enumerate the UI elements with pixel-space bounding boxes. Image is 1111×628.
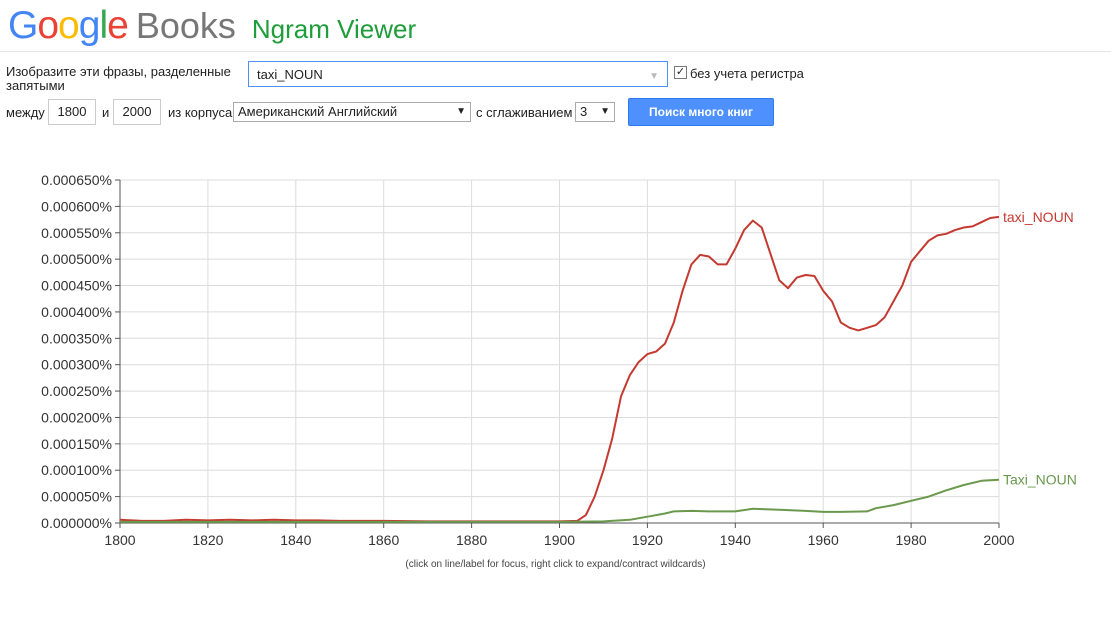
logo-letter: g <box>78 4 101 47</box>
x-tick-label: 1920 <box>632 532 663 548</box>
logo-letter: o <box>37 4 59 47</box>
y-tick-label: 0.000150% <box>41 436 112 452</box>
x-tick-label: 1840 <box>280 532 311 548</box>
y-tick-label: 0.000000% <box>41 515 112 531</box>
series-label[interactable]: Taxi_NOUN <box>1003 472 1077 488</box>
case-insensitive-checkbox[interactable]: ✓ <box>674 66 687 79</box>
smoothing-label: с сглаживанием <box>476 105 573 120</box>
ngram-chart[interactable]: 0.000000% 0.000050% 0.000100% 0.000150% 0.00… <box>0 160 1111 560</box>
year-start-input[interactable]: 1800 <box>48 99 96 125</box>
corpus-select[interactable]: Американский Английский ▼ <box>233 102 471 122</box>
app-title: Ngram Viewer <box>251 14 417 44</box>
x-tick-label: 1820 <box>192 532 223 548</box>
logo-letter: G <box>8 4 38 47</box>
smoothing-select-value: 3 <box>580 104 588 119</box>
chart-hint: (click on line/label for focus, right cl… <box>405 559 706 570</box>
x-tick-label: 1880 <box>456 532 487 548</box>
google-logo[interactable]: Google <box>8 4 129 48</box>
y-tick-label: 0.000300% <box>41 357 112 373</box>
dropdown-arrow-icon: ▼ <box>456 106 466 117</box>
dropdown-arrow-icon: ▼ <box>600 106 610 117</box>
y-tick-label: 0.000350% <box>41 330 112 346</box>
y-tick-label: 0.000500% <box>41 251 112 267</box>
header: Google Books Ngram Viewer <box>8 4 416 48</box>
corpus-select-value: Американский Английский <box>238 104 398 119</box>
y-tick-label: 0.000200% <box>41 409 112 425</box>
series-label[interactable]: taxi_NOUN <box>1003 209 1074 225</box>
phrase-input[interactable]: taxi_NOUN ▼ <box>248 61 668 87</box>
y-tick-label: 0.000250% <box>41 383 112 399</box>
logo-letter: e <box>107 4 129 47</box>
x-tick-label: 1800 <box>104 532 135 548</box>
books-logo-text: Books <box>135 5 236 46</box>
header-divider <box>0 51 1111 52</box>
smoothing-select[interactable]: 3 ▼ <box>575 102 615 122</box>
phrase-input-value: taxi_NOUN <box>257 66 323 82</box>
x-tick-label: 1860 <box>368 532 399 548</box>
y-tick-label: 0.000450% <box>41 278 112 294</box>
y-tick-label: 0.000550% <box>41 225 112 241</box>
x-tick-label: 1980 <box>896 532 927 548</box>
phrase-label: Изобразите эти фразы, разделенные запяты… <box>6 64 231 93</box>
x-tick-label: 1960 <box>808 532 839 548</box>
logo-letter: o <box>58 4 80 47</box>
y-tick-label: 0.000600% <box>41 198 112 214</box>
search-button[interactable]: Поиск много книг <box>628 98 774 126</box>
dropdown-caret-icon: ▼ <box>649 71 659 82</box>
y-tick-label: 0.000650% <box>41 172 112 188</box>
between-label: между <box>6 105 45 120</box>
corpus-label: из корпуса <box>168 105 233 120</box>
and-label: и <box>102 105 110 120</box>
x-tick-label: 1900 <box>544 532 575 548</box>
y-tick-label: 0.000050% <box>41 489 112 505</box>
y-tick-label: 0.000400% <box>41 304 112 320</box>
case-insensitive-label: без учета регистра <box>690 66 804 81</box>
logo-letter: l <box>99 4 108 47</box>
y-tick-label: 0.000100% <box>41 462 112 478</box>
x-tick-label: 1940 <box>720 532 751 548</box>
year-end-input[interactable]: 2000 <box>113 99 161 125</box>
x-tick-label: 2000 <box>983 532 1014 548</box>
series-line-Taxi_NOUN[interactable] <box>120 478 1000 523</box>
